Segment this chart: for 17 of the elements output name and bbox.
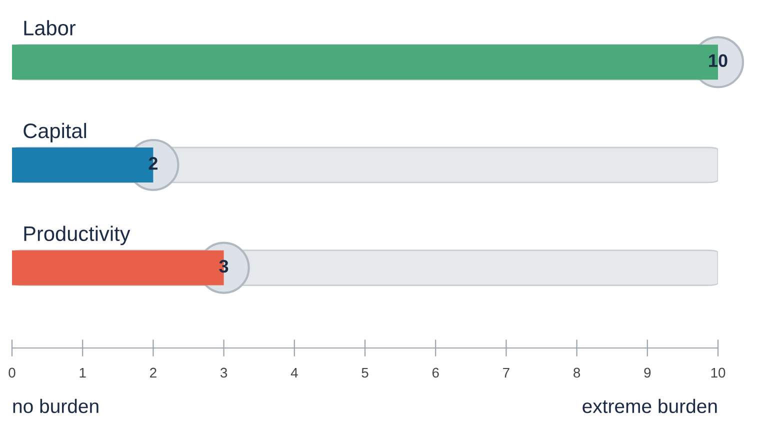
- y-tick-label: Capital: [24, 122, 86, 142]
- x-tick-label: 6: [432, 368, 439, 378]
- x-tick-label: 4: [290, 368, 298, 378]
- text: no burden: [13, 398, 98, 414]
- x-tick-label: 7: [503, 368, 510, 378]
- x-tick-label: 2: [150, 368, 156, 378]
- data-label: 3: [219, 260, 228, 273]
- y-tick-label: Productivity: [24, 226, 130, 246]
- x-tick-label: 8: [574, 368, 580, 378]
- x-tick-label: 1: [80, 368, 86, 378]
- x-tick-label: 3: [220, 368, 228, 378]
- x-tick-label: 10: [711, 368, 726, 378]
- text: extreme burden: [582, 398, 717, 414]
- x-tick-label: 9: [644, 368, 651, 378]
- y-tick-label: Labor: [24, 20, 76, 36]
- x-tick-label: 5: [362, 368, 368, 378]
- x-tick-label: 0: [8, 368, 16, 378]
